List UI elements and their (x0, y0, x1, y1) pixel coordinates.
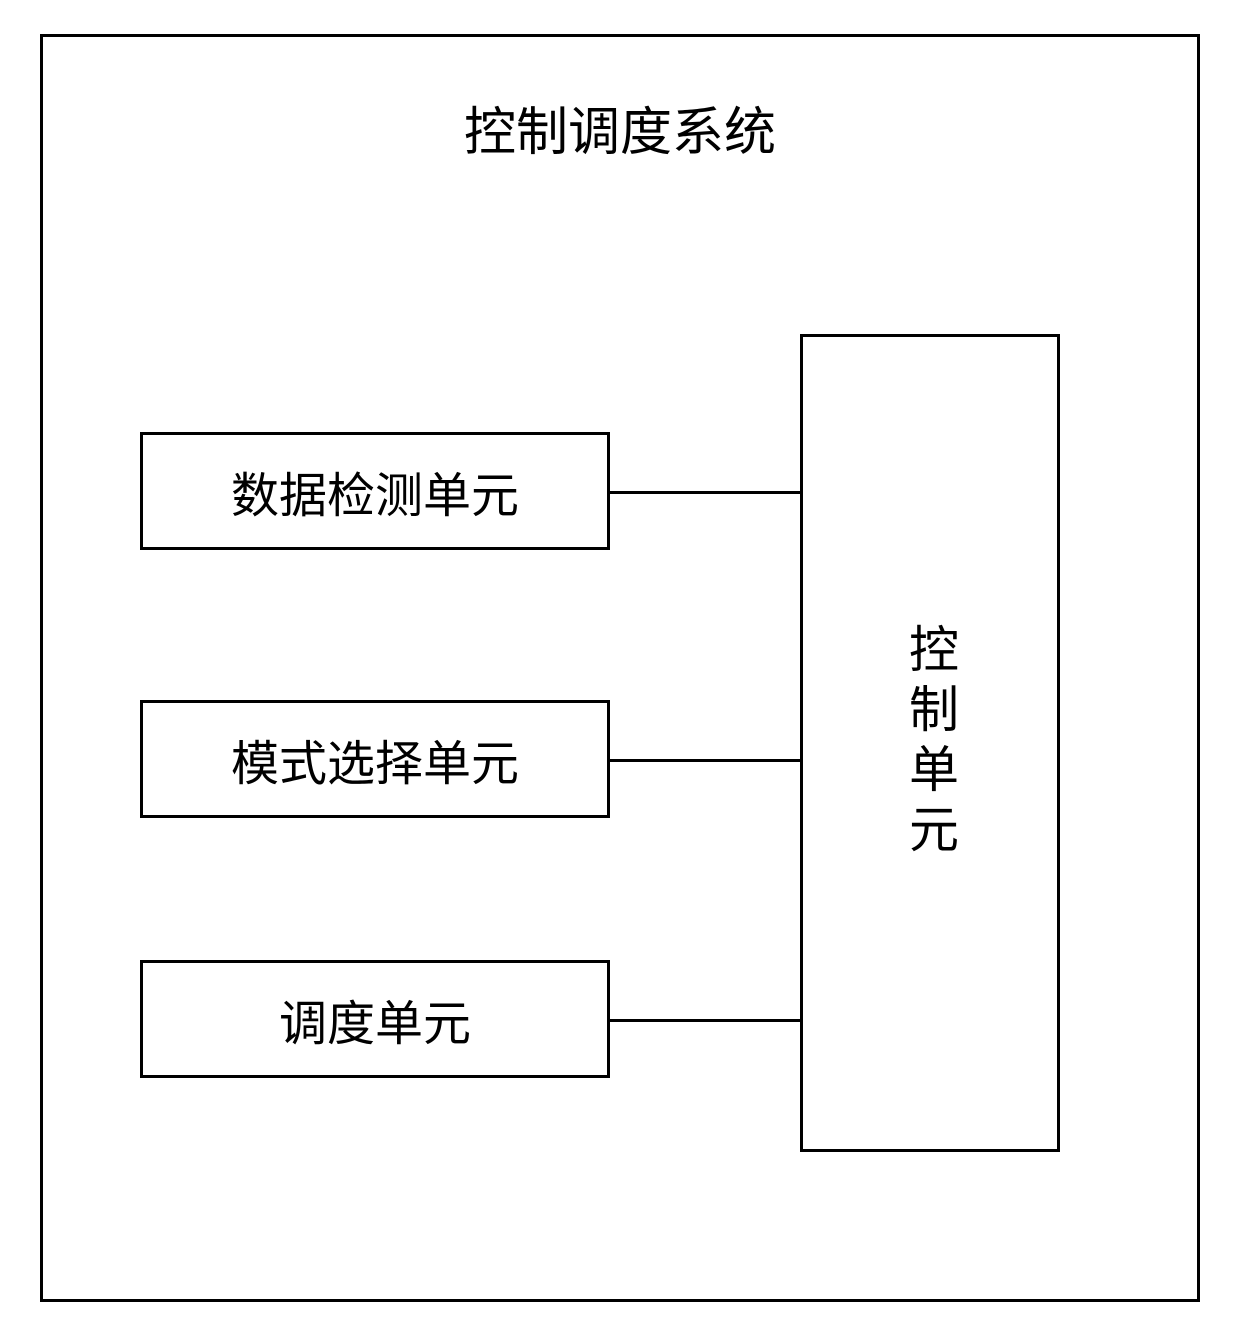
box-label: 模式选择单元 (231, 724, 519, 794)
diagram-title: 控制调度系统 (360, 90, 880, 165)
connector-line (610, 1019, 800, 1022)
box-control-unit: 控制单元 (800, 334, 1060, 1152)
connector-line (610, 491, 800, 494)
box-scheduling-unit: 调度单元 (140, 960, 610, 1078)
box-mode-selection-unit: 模式选择单元 (140, 700, 610, 818)
box-label: 调度单元 (279, 984, 471, 1054)
box-label: 控制单元 (894, 623, 966, 863)
box-data-detection-unit: 数据检测单元 (140, 432, 610, 550)
connector-line (610, 759, 800, 762)
box-label: 数据检测单元 (231, 456, 519, 526)
